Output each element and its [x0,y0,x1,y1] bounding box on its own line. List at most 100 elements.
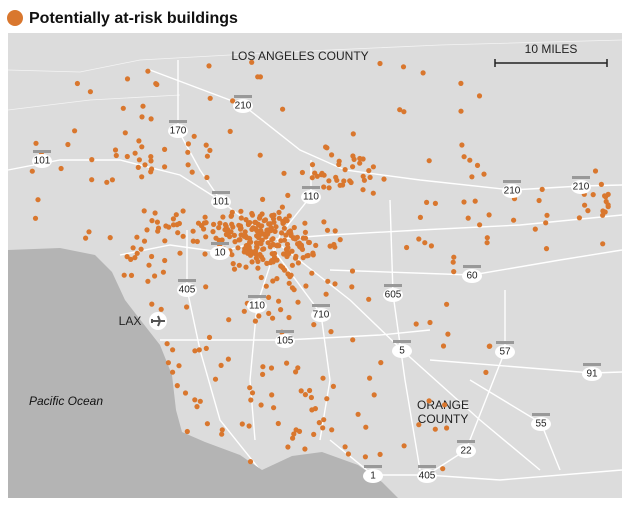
building-dot [576,215,583,221]
building-dot [219,431,225,437]
building-dot [264,227,270,233]
building-dot [600,241,606,247]
building-dot [152,273,158,279]
building-dot [162,257,168,264]
building-dot [367,375,373,381]
building-dot [341,178,347,184]
building-dot [536,197,542,204]
building-dot [207,147,213,153]
building-dot [294,234,300,240]
building-dot [303,283,309,289]
building-dot [432,426,438,432]
building-dot [424,199,430,205]
building-dot [450,259,456,265]
building-dot [321,184,327,190]
building-dot [366,168,372,174]
shield-bar [463,265,481,268]
building-dot [228,229,234,235]
building-dot [422,240,428,246]
building-dot [148,154,154,160]
building-dot [259,211,265,217]
shield [392,344,412,358]
shield-label: 10 [214,248,226,259]
building-dot [326,185,332,191]
building-dot [269,213,275,219]
building-dot [329,427,335,433]
building-dot [238,232,244,238]
building-dot [332,244,338,250]
road [269,244,331,441]
building-dot [228,213,234,219]
building-dot [332,228,338,234]
building-dot [328,329,334,335]
building-dot [280,106,286,112]
building-dot [134,234,140,240]
building-dot [332,281,338,287]
shield [32,154,52,168]
building-dot [440,466,446,472]
building-dot [404,244,410,251]
ocean [8,248,398,498]
shield-bar [496,341,514,344]
building-dot [458,80,464,86]
building-dot [140,103,146,109]
building-dot [141,208,147,214]
building-dot [336,161,342,168]
building-dot [132,150,138,156]
road [7,94,181,111]
building-dot [401,109,407,115]
building-dot [189,169,195,175]
building-dot [33,140,39,146]
building-dot [283,232,289,238]
building-dot [276,298,282,304]
building-dot [325,278,331,284]
building-dot [180,208,186,214]
building-dot [257,152,263,158]
shield-bar [572,176,590,179]
building-dot [273,224,279,230]
building-dot [445,331,451,337]
building-dot [451,254,457,260]
building-dot [238,215,244,221]
building-dot [377,451,383,457]
building-dot [203,234,209,240]
shield-label: 55 [535,419,547,430]
building-dot [472,198,478,204]
building-dot [261,218,267,224]
building-dot [255,232,262,238]
building-dot [120,105,126,111]
building-dot [269,251,275,257]
building-dot [124,153,130,160]
building-dot [260,371,266,377]
shield-label: 110 [303,192,319,203]
building-dot [256,313,262,319]
building-dot [265,231,271,237]
building-dot [281,170,287,176]
building-dot [378,360,384,366]
building-dot [149,253,155,260]
shield-bar [532,413,550,416]
building-dot [173,212,179,218]
building-dot [469,174,475,180]
building-dot [236,262,242,268]
building-dot [362,454,368,460]
building-dot [350,337,356,343]
shield-label: 57 [499,347,511,358]
building-dot [248,249,254,255]
building-dot [139,144,145,150]
building-dot [213,235,219,241]
building-dot [109,177,115,183]
building-dot [226,317,232,323]
building-dot [87,89,93,95]
building-dot [86,229,92,235]
building-dot [345,451,351,457]
building-dot [243,264,249,270]
scale-label: 10 MILES [525,42,578,56]
shield [456,444,476,458]
building-dot [231,266,238,272]
building-dot [306,239,312,245]
building-dot [323,144,329,150]
shield-bar [503,180,521,183]
shield [177,283,197,297]
building-dot [255,265,261,271]
